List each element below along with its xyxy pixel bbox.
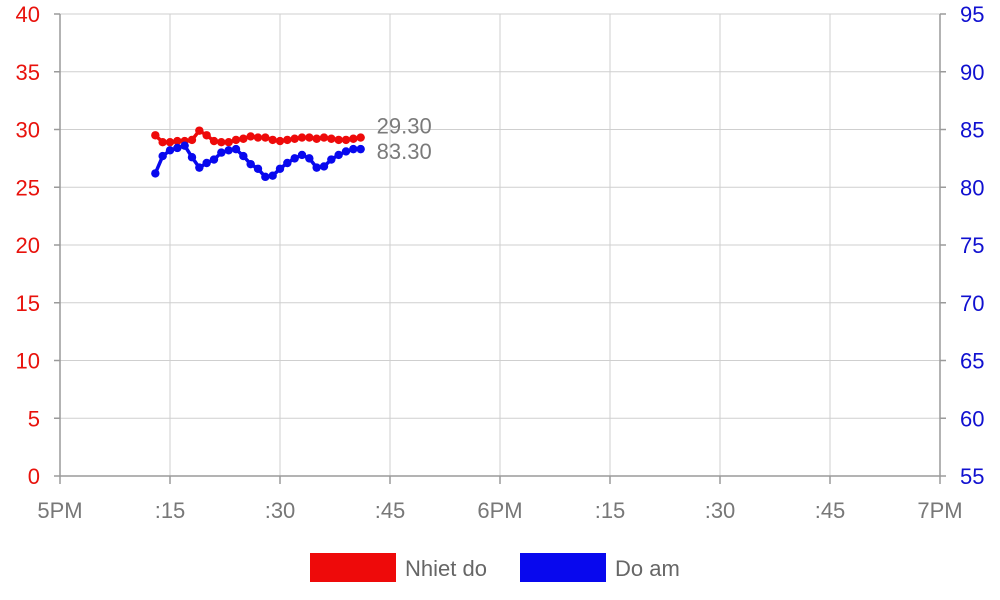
y-left-tick-label: 10 [16,349,40,374]
data-point-do-am[interactable] [305,154,314,163]
grid [59,13,941,477]
data-point-nhiet-do[interactable] [209,136,219,146]
data-point-do-am[interactable] [327,155,336,164]
data-point-do-am[interactable] [231,144,241,154]
data-point-nhiet-do[interactable] [261,133,270,142]
data-point-do-am[interactable] [202,158,211,168]
data-point-nhiet-do[interactable] [195,126,204,135]
y-left-tick-label: 35 [16,60,40,85]
data-point-nhiet-do[interactable] [305,133,314,142]
data-point-nhiet-do[interactable] [246,132,255,141]
legend-item-nhiet-do[interactable]: Nhiet do [310,553,487,582]
data-point-nhiet-do[interactable] [283,135,292,145]
x-tick-label: :30 [265,498,296,523]
y-right-tick-label: 65 [960,349,984,374]
data-point-do-am[interactable] [151,169,160,178]
legend-swatch-nhiet-do [310,553,396,582]
y-right-tick-label: 85 [960,118,984,143]
legend-swatch-do-am [520,553,606,582]
data-point-do-am[interactable] [165,146,175,155]
data-point-nhiet-do[interactable] [253,133,263,142]
legend-item-do-am[interactable]: Do am [520,553,680,582]
x-tick-label: :45 [815,498,846,523]
data-point-do-am[interactable] [173,143,182,153]
data-point-nhiet-do[interactable] [239,134,248,143]
data-point-do-am[interactable] [180,141,189,150]
y-right-tick-label: 95 [960,2,984,27]
data-point-nhiet-do[interactable] [290,134,299,143]
data-point-do-am[interactable] [312,163,321,172]
y-left-tick-label: 0 [28,464,40,489]
data-point-nhiet-do[interactable] [173,136,182,146]
data-point-do-am[interactable] [224,146,233,155]
data-point-nhiet-do[interactable] [319,133,329,142]
data-point-do-am[interactable] [349,144,358,154]
y-left-tick-label: 30 [16,118,40,143]
data-point-do-am[interactable] [239,151,248,161]
data-point-do-am[interactable] [187,153,197,162]
data-point-do-am[interactable] [246,159,255,169]
data-point-do-am[interactable] [275,164,285,173]
data-point-nhiet-do[interactable] [202,131,211,140]
y-right-tick-label: 60 [960,406,984,431]
data-point-do-am[interactable] [209,155,219,164]
y-right-tick-label: 80 [960,175,984,200]
data-point-nhiet-do[interactable] [165,138,175,147]
data-point-do-am[interactable] [334,150,343,160]
data-point-nhiet-do[interactable] [356,133,365,142]
data-point-nhiet-do[interactable] [327,134,336,143]
data-point-nhiet-do[interactable] [334,135,343,145]
x-tick-label: :15 [595,498,626,523]
data-point-nhiet-do[interactable] [217,138,226,147]
legend-label-do-am: Do am [615,556,680,581]
data-point-do-am[interactable] [253,164,263,173]
x-tick-label: 7PM [917,498,962,523]
data-point-nhiet-do[interactable] [187,135,197,145]
data-point-do-am[interactable] [297,150,307,160]
data-point-nhiet-do[interactable] [297,133,307,142]
legend-label-nhiet-do: Nhiet do [405,556,487,581]
data-point-nhiet-do[interactable] [349,134,358,143]
x-tick-label: :15 [155,498,186,523]
y-right-tick-label: 75 [960,233,984,258]
data-point-do-am[interactable] [341,147,351,156]
data-point-nhiet-do[interactable] [275,136,285,146]
y-right-tick-label: 55 [960,464,984,489]
x-tick-label: :30 [705,498,736,523]
data-point-do-am[interactable] [195,163,204,172]
data-point-nhiet-do[interactable] [224,138,233,147]
data-point-do-am[interactable] [158,151,167,161]
data-point-do-am[interactable] [268,171,277,180]
data-point-do-am[interactable] [290,154,299,163]
x-tick-label: 5PM [37,498,82,523]
data-point-do-am[interactable] [261,172,270,182]
y-left-tick-label: 5 [28,406,40,431]
x-tick-label: 6PM [477,498,522,523]
data-point-nhiet-do[interactable] [312,134,321,143]
data-point-nhiet-do[interactable] [341,135,351,145]
labels: 0 5 10 15 20 25 30 35 40 55 60 65 70 75 80 85 90 95 5PM :15… [16,2,985,523]
data-point-nhiet-do[interactable] [158,138,167,147]
data-point-nhiet-do[interactable] [151,131,160,140]
y-left-tick-label: 25 [16,175,40,200]
end-label-do-am: 83.30 [377,139,432,164]
data-point-do-am[interactable] [217,148,226,157]
data-point-do-am[interactable] [283,158,292,168]
axes [54,13,946,484]
series-layer [151,126,365,182]
y-left-tick-label: 15 [16,291,40,316]
end-label-nhiet-do: 29.30 [377,114,432,139]
x-tick-label: :45 [375,498,406,523]
y-left-tick-label: 40 [16,2,40,27]
y-right-tick-label: 70 [960,291,984,316]
data-point-do-am[interactable] [319,162,329,171]
y-right-tick-label: 90 [960,60,984,85]
data-point-nhiet-do[interactable] [231,135,241,145]
legend[interactable]: Nhiet do Do am [310,553,680,582]
y-left-tick-label: 20 [16,233,40,258]
data-point-do-am[interactable] [356,144,365,154]
data-point-nhiet-do[interactable] [268,135,277,145]
